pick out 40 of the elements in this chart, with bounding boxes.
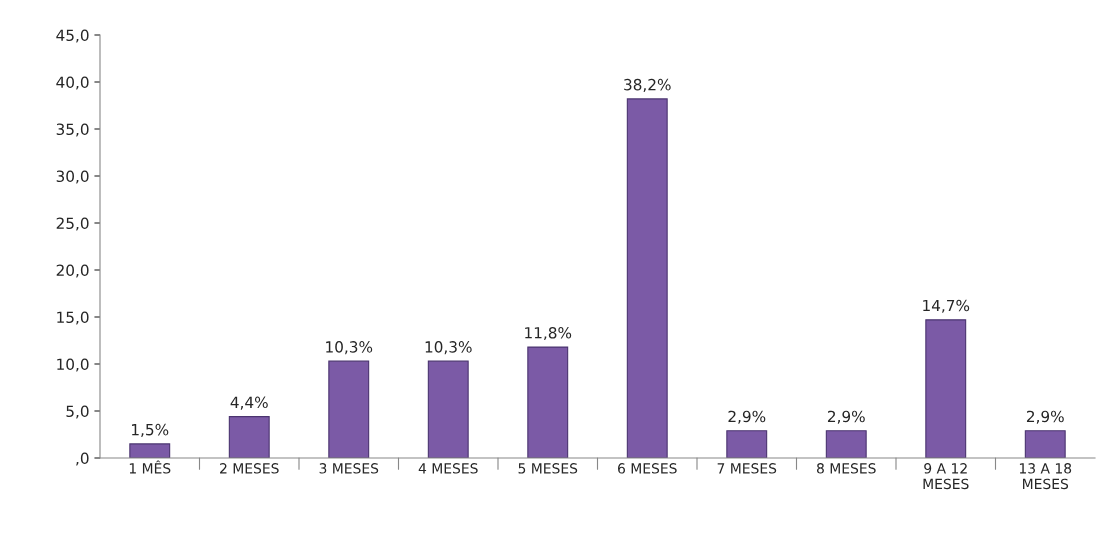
- bar: [1024, 430, 1066, 458]
- x-tick-label: 3 MESES: [319, 463, 379, 474]
- data-label: 11,8%: [525, 327, 572, 341]
- x-tick-label: 9 A 12 MESES: [923, 463, 969, 490]
- bar: [726, 430, 768, 458]
- data-label: 1,5%: [132, 423, 169, 437]
- data-label: 38,2%: [624, 78, 671, 92]
- y-tick-label: 5,0: [66, 405, 89, 419]
- bar: [925, 319, 967, 458]
- bar: [129, 443, 171, 458]
- y-tick-label: 10,0: [57, 358, 89, 372]
- bar: [825, 430, 867, 458]
- y-tick-label: ,0: [76, 452, 89, 466]
- bar: [228, 416, 270, 458]
- y-tick-label: 40,0: [56, 76, 89, 90]
- bar: [626, 98, 668, 458]
- bar: [328, 360, 370, 458]
- x-tick-label: 1 MÊS: [129, 460, 171, 474]
- y-tick-label: 20,0: [56, 264, 89, 278]
- data-label: 14,7%: [923, 299, 970, 313]
- data-label: 4,4%: [230, 396, 268, 410]
- data-label: 10,3%: [326, 341, 373, 355]
- x-tick-label: 4 MESES: [418, 463, 478, 474]
- x-tick-label: 5 MESES: [518, 463, 578, 474]
- bar: [427, 360, 469, 458]
- y-tick-label: 35,0: [56, 123, 89, 137]
- x-tick-label: 7 MESES: [717, 463, 777, 474]
- x-tick-label: 2 MESES: [220, 463, 279, 474]
- x-tick-label: 13 A 18 MESES: [1019, 463, 1072, 490]
- y-tick-label: 30,0: [56, 170, 89, 184]
- x-tick-label: 8 MESES: [816, 463, 876, 474]
- y-tick-label: 15,0: [57, 311, 89, 325]
- data-label: 2,9%: [827, 410, 865, 424]
- data-label: 2,9%: [728, 410, 766, 424]
- x-tick-label: 6 MESES: [618, 463, 677, 474]
- data-label: 10,3%: [425, 341, 472, 355]
- data-label: 2,9%: [1026, 410, 1064, 424]
- y-tick-label: 25,0: [56, 217, 89, 231]
- y-tick-label: 45,0: [56, 29, 89, 43]
- bar: [527, 346, 569, 458]
